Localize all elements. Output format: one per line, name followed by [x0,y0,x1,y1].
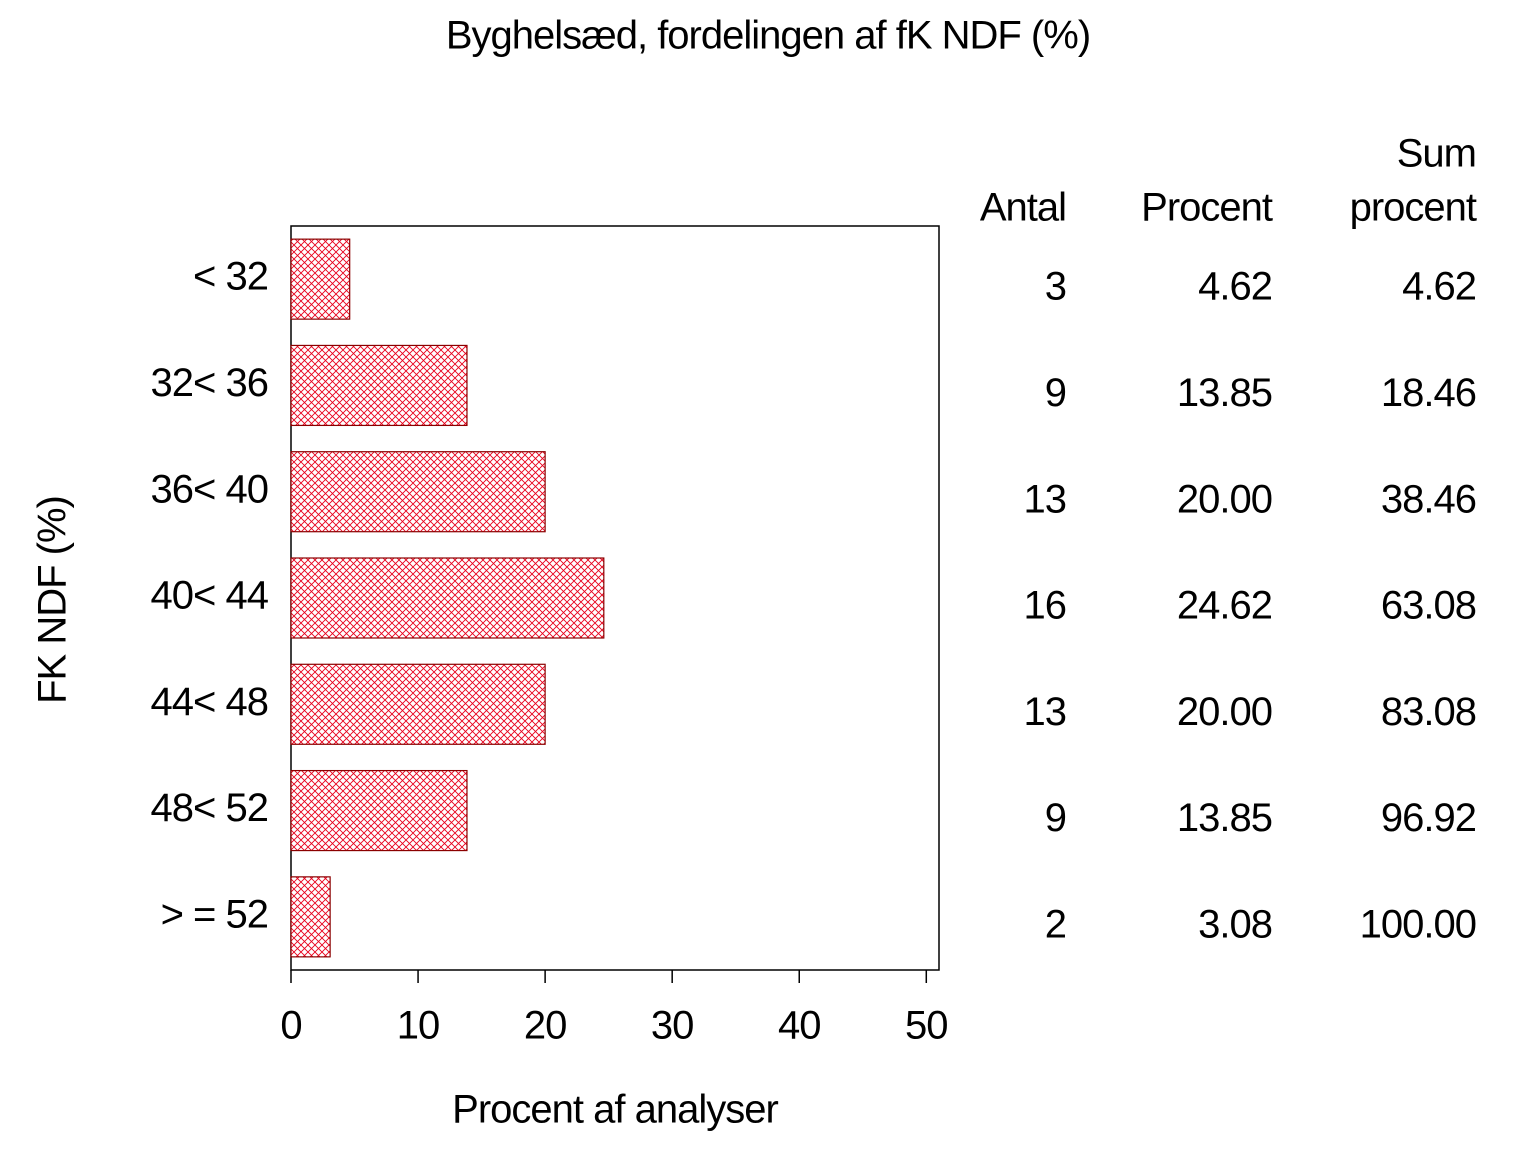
y-tick-label: 32< 36 [151,361,268,405]
y-tick-label: 36< 40 [151,467,268,511]
table-percent: 20.00 [1177,477,1272,521]
table-count: 16 [1024,584,1067,628]
table-cumulative: 38.46 [1381,477,1476,521]
table-percent: 3.08 [1198,902,1272,946]
y-tick-label: < 32 [193,255,268,299]
bar [290,344,468,427]
table-percent: 20.00 [1177,690,1272,734]
bar [290,451,546,533]
table-cumulative: 96.92 [1381,796,1476,840]
bar [290,557,605,639]
table-percent: 24.62 [1177,584,1272,628]
y-tick-label: 44< 48 [151,680,268,724]
y-tick-label: 48< 52 [151,786,268,830]
y-axis-label: FK NDF (%) [31,496,75,704]
x-tick-label: 40 [778,1004,821,1048]
table-cumulative: 18.46 [1381,371,1476,415]
bar [290,876,331,958]
bar [290,238,351,320]
chart-title: Byghelsæd, fordelingen af fK NDF (%) [446,14,1090,58]
table-cumulative: 4.62 [1402,265,1476,309]
table-header: procent [1350,186,1477,230]
x-tick-label: 0 [280,1004,301,1048]
x-axis-label: Procent af analyser [452,1088,778,1132]
table-percent: 4.62 [1198,265,1272,309]
table-header: Sum [1397,132,1476,176]
table-percent: 13.85 [1177,371,1272,415]
x-tick-label: 50 [905,1004,948,1048]
table-header: Antal [980,186,1066,230]
table-count: 9 [1045,796,1066,840]
table-cumulative: 83.08 [1381,690,1476,734]
x-tick-label: 30 [651,1004,694,1048]
bar [290,769,468,852]
table-cumulative: 100.00 [1360,902,1476,946]
x-tick-label: 20 [524,1004,567,1048]
table-count: 2 [1045,902,1066,946]
table-cumulative: 63.08 [1381,584,1476,628]
y-tick-label: > = 52 [161,892,268,936]
table-count: 13 [1024,477,1067,521]
table-count: 9 [1045,371,1066,415]
table-count: 3 [1045,265,1066,309]
x-tick-label: 10 [397,1004,440,1048]
table-header: Procent [1141,186,1273,230]
bar [290,663,546,745]
table-count: 13 [1024,690,1067,734]
y-tick-label: 40< 44 [151,574,269,618]
table-percent: 13.85 [1177,796,1272,840]
